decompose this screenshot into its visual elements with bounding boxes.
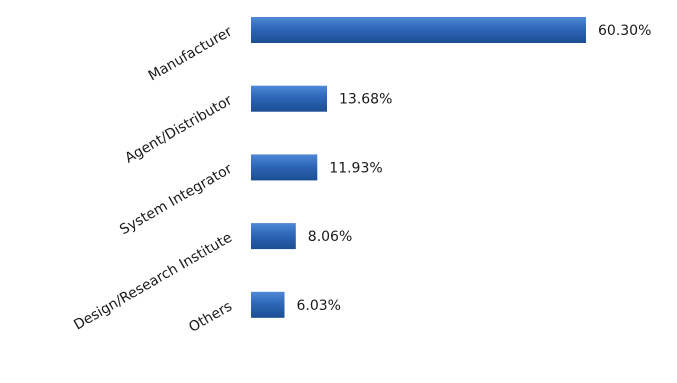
value-label-manufacturer: 60.30% bbox=[598, 23, 651, 39]
bars-group bbox=[251, 17, 586, 318]
value-label-system-integrator: 11.93% bbox=[329, 160, 382, 176]
bar-others bbox=[251, 291, 285, 318]
value-label-agent-distributor: 13.68% bbox=[339, 92, 392, 108]
bar-design-research-institute bbox=[251, 223, 296, 250]
category-label-agent-distributor: Agent/Distributor bbox=[122, 92, 235, 166]
bar-agent-distributor bbox=[251, 85, 327, 112]
value-labels-group: 60.30% 13.68% 11.93% 8.06% 6.03% bbox=[297, 23, 652, 314]
bar-system-integrator bbox=[251, 154, 318, 181]
category-label-others: Others bbox=[186, 298, 235, 335]
category-label-manufacturer: Manufacturer bbox=[146, 23, 235, 84]
category-label-system-integrator: System Integrator bbox=[117, 161, 235, 238]
value-label-others: 6.03% bbox=[297, 298, 341, 314]
value-label-design-research-institute: 8.06% bbox=[308, 229, 352, 245]
bar-manufacturer bbox=[251, 17, 586, 43]
